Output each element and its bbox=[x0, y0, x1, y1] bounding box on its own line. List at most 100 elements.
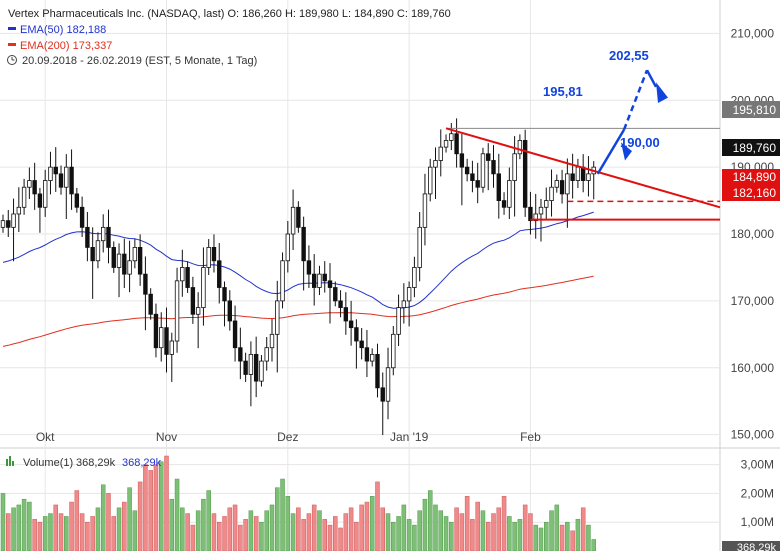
candle-body bbox=[69, 166, 74, 195]
volume-bar bbox=[311, 504, 317, 551]
candle-body bbox=[528, 206, 533, 222]
volume-bar bbox=[570, 530, 575, 551]
candle-body bbox=[153, 313, 159, 349]
volume-bar bbox=[290, 513, 296, 551]
candle-body bbox=[275, 300, 280, 335]
candle-body bbox=[433, 160, 438, 168]
price-tick-label: 170,000 bbox=[731, 294, 775, 308]
candle-body bbox=[195, 307, 201, 315]
annotations bbox=[445, 69, 721, 221]
volume-bar bbox=[417, 510, 422, 551]
candle-body bbox=[264, 347, 269, 362]
volume-bar bbox=[243, 519, 248, 551]
volume-tick-label: 2,00M bbox=[741, 486, 774, 500]
candle-body bbox=[359, 340, 364, 349]
candle-body bbox=[53, 166, 58, 175]
price-tick-label: 150,000 bbox=[731, 428, 775, 442]
price-tag-low: 184,890 bbox=[722, 169, 780, 185]
volume-bar bbox=[485, 521, 491, 551]
volume-bar bbox=[364, 501, 370, 551]
candle-body bbox=[85, 226, 90, 248]
candle-body bbox=[232, 320, 238, 349]
candle-body bbox=[137, 247, 143, 275]
candle-body bbox=[16, 206, 22, 215]
volume-bar bbox=[369, 496, 375, 551]
candle-body bbox=[148, 293, 153, 315]
candle-body bbox=[116, 253, 122, 268]
volume-bar bbox=[427, 490, 433, 551]
ema50-legend: EMA(50) 182,188 bbox=[20, 24, 106, 36]
volume-bar bbox=[338, 527, 343, 551]
candle-body bbox=[586, 173, 591, 181]
volume-bar bbox=[158, 461, 164, 551]
candle-body bbox=[475, 180, 480, 188]
candle-body bbox=[459, 153, 465, 168]
target-arrow-line bbox=[645, 69, 658, 88]
volume-bar bbox=[522, 504, 528, 551]
target-arrow-head bbox=[656, 82, 668, 103]
volume-bar bbox=[480, 510, 486, 551]
volume-bar bbox=[412, 524, 417, 551]
volume-bar bbox=[301, 519, 306, 551]
volume-bar bbox=[32, 519, 37, 551]
candle-body bbox=[301, 226, 306, 262]
candle-body bbox=[253, 353, 259, 382]
candle-body bbox=[512, 153, 517, 181]
up-arrow-line bbox=[596, 129, 626, 175]
price-tag-support: 182,160 bbox=[722, 185, 780, 201]
candle-body bbox=[327, 280, 333, 288]
volume-bar bbox=[322, 519, 327, 551]
volume-bar bbox=[507, 516, 512, 551]
candlesticks bbox=[0, 118, 596, 436]
volume-bar bbox=[454, 507, 459, 551]
candle-body bbox=[422, 193, 428, 228]
candle-body bbox=[27, 180, 32, 188]
candle-body bbox=[322, 273, 327, 282]
candle-body bbox=[348, 320, 354, 329]
volume-bar bbox=[375, 481, 380, 551]
candle-body bbox=[375, 353, 380, 389]
volume-bar bbox=[359, 504, 364, 551]
volume-bars bbox=[0, 455, 596, 551]
volume-bar bbox=[275, 487, 280, 551]
target-high-label: 202,55 bbox=[609, 48, 649, 63]
ema50-swatch bbox=[8, 27, 16, 30]
volume-bar bbox=[449, 521, 454, 551]
candle-body bbox=[544, 200, 549, 208]
candle-body bbox=[48, 166, 53, 181]
bar-chart-icon bbox=[6, 456, 14, 466]
candle-body bbox=[343, 307, 349, 322]
candle-body bbox=[406, 287, 412, 302]
volume-bar bbox=[132, 510, 138, 551]
volume-bar bbox=[443, 516, 449, 551]
volume-bar bbox=[491, 513, 496, 551]
volume-bar bbox=[201, 498, 206, 551]
volume-bar bbox=[122, 501, 127, 551]
candle-body bbox=[185, 267, 190, 288]
volume-label: Volume(1) bbox=[23, 457, 73, 469]
volume-bar bbox=[100, 484, 106, 551]
clock-icon bbox=[7, 55, 17, 65]
month-label: Nov bbox=[156, 430, 177, 444]
volume-bar bbox=[285, 496, 291, 551]
volume-bar bbox=[164, 455, 169, 551]
volume-bar bbox=[58, 513, 64, 551]
price-tag-volume: 368,29k bbox=[722, 541, 780, 551]
candle-body bbox=[106, 226, 111, 248]
volume-bar bbox=[385, 513, 391, 551]
volume-bar bbox=[95, 507, 101, 551]
volume-bar bbox=[559, 524, 565, 551]
ema200-path bbox=[2, 275, 594, 347]
volume-bar bbox=[238, 524, 243, 551]
volume-bar bbox=[501, 496, 507, 551]
month-label: Dez bbox=[277, 430, 298, 444]
volume-bar bbox=[317, 510, 322, 551]
pullback-arrow-head bbox=[621, 142, 632, 161]
candle-body bbox=[164, 327, 169, 355]
candle-body bbox=[554, 180, 560, 188]
candle-body bbox=[206, 247, 211, 268]
legend: Vertex Pharmaceuticals Inc. (NASDAQ, las… bbox=[7, 8, 451, 67]
volume-bar bbox=[90, 516, 95, 551]
candle-body bbox=[95, 240, 101, 262]
